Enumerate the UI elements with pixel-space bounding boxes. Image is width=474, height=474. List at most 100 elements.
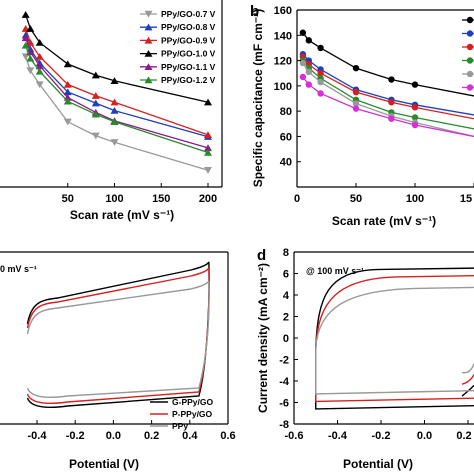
panel-b-x-ticks: 0 50 100 15 <box>294 183 474 205</box>
panel-c-plot-area <box>26 261 210 408</box>
panel-c-x-tick-label: -0.2 <box>66 430 85 442</box>
panel-b-x-tick-label: 15 <box>460 193 472 205</box>
panel-a-point-5-5 <box>110 118 119 125</box>
panel-a-x-ticks: 50 100 150 200 <box>62 183 217 205</box>
panel-a-x-axis-label: Scan rate (mV s⁻¹) <box>70 208 174 222</box>
panel-b-series-line-5 <box>302 76 474 138</box>
panel-a-legend-marker-3 <box>144 50 153 57</box>
panel-a-point-2-4 <box>91 92 100 99</box>
panel-b-point-5-5 <box>411 121 419 129</box>
panel-c: 0 mV s⁻¹ -0.4 -0.2 0.0 0.2 0.4 0.6 Potential … <box>0 251 236 471</box>
panel-a: 50 100 150 200 Scan rate (mV s⁻¹) PPy/GO-0.… <box>0 0 223 222</box>
panel-b: b 0 50 100 15 40 60 80 100 120 140 160 Specific c… <box>250 3 474 228</box>
panel-c-x-tick-label: 0.6 <box>220 430 235 442</box>
panel-c-x-axis-label: Potential (V) <box>69 457 139 471</box>
panel-a-x-tick-label: 50 <box>62 193 74 205</box>
panel-b-y-tick-label: 140 <box>274 30 292 42</box>
panel-d-cv-loop-upper-2 <box>315 286 474 349</box>
panel-b-plot-area <box>299 16 474 138</box>
panel-c-legend: G-PPy/GO P-PPy/GO PPy <box>150 397 213 431</box>
panel-a-point-1-3 <box>63 88 72 96</box>
panel-b-point-0-3 <box>352 64 360 72</box>
panel-d-y-tick-label: 8 <box>283 247 289 259</box>
panel-a-point-4-2 <box>35 62 44 70</box>
panel-b-point-5-4 <box>388 115 395 122</box>
panel-a-point-4-6 <box>204 144 212 152</box>
panel-b-y-tick-label: 80 <box>280 106 292 118</box>
panel-d-cv-loop-lower-0 <box>315 348 474 410</box>
panel-a-point-0-3 <box>63 118 72 126</box>
panel-c-legend-label-1: P-PPy/GO <box>172 409 213 419</box>
panel-b-point-2-3 <box>352 88 360 96</box>
panel-a-point-5-2 <box>35 67 44 75</box>
panel-b-x-tick-label: 0 <box>294 193 300 205</box>
panel-b-point-0-2 <box>317 44 324 52</box>
panel-d-x-tick-label: 0.2 <box>456 430 471 442</box>
panel-d: d @ 100 mV s⁻¹ -0.6 -0.4 -0.2 0.0 0.2 -8 -6 -4… <box>256 247 474 471</box>
panel-b-y-tick-label: 160 <box>274 5 292 17</box>
panel-a-x-tick-label: 150 <box>152 193 170 205</box>
panel-d-y-tick-label: 6 <box>283 269 289 281</box>
panel-d-y-tick-label: -4 <box>279 376 290 388</box>
panel-b-point-5-2 <box>317 90 324 97</box>
panel-a-point-5-6 <box>204 148 212 156</box>
panel-d-x-tick-label: -0.4 <box>328 430 348 442</box>
panel-b-point-2-5 <box>411 104 419 111</box>
panel-b-x-axis-label: Scan rate (mV s⁻¹) <box>332 214 436 228</box>
panel-b-point-3-5 <box>411 114 419 121</box>
panel-a-legend-marker-1 <box>144 23 153 31</box>
panel-a-point-1-5 <box>110 107 119 114</box>
panel-b-series-line-1 <box>302 53 474 116</box>
panel-d-y-axis-label: Current density (mA cm⁻²) <box>256 263 270 413</box>
panel-d-x-tick-label: -0.6 <box>285 430 304 442</box>
panel-b-legend-marker-1 <box>466 30 474 37</box>
panel-b-y-axis-label: Specific capacitance (mF cm⁻²) <box>251 9 265 187</box>
panel-c-x-tick-label: 0.4 <box>182 430 198 442</box>
panel-b-point-5-0 <box>299 73 307 81</box>
panel-a-point-2-5 <box>110 98 119 106</box>
panel-d-cv-loop-upper-0 <box>315 267 474 349</box>
panel-a-x-tick-label: 100 <box>105 193 123 205</box>
panel-a-legend-label-3: PPy/GO-1.0 V <box>161 49 216 59</box>
panel-a-legend-marker-5 <box>144 76 153 84</box>
panel-c-scan-rate-annotation: 0 mV s⁻¹ <box>0 264 37 274</box>
panel-b-legend-marker-2 <box>466 43 474 51</box>
panel-a-point-3-5 <box>110 77 119 84</box>
panel-a-point-3-0 <box>21 11 30 18</box>
panel-a-legend-label-0: PPy/GO-0.7 V <box>161 9 216 19</box>
panel-d-x-axis-label: Potential (V) <box>343 457 413 471</box>
panel-d-cv-hook-1 <box>461 374 474 385</box>
panel-c-cv-loop-0 <box>26 261 210 408</box>
panel-b-point-5-1 <box>305 81 312 88</box>
panel-d-cv-loop-lower-2 <box>315 348 474 395</box>
panel-a-legend-label-5: PPy/GO-1.2 V <box>161 75 216 85</box>
panel-b-y-tick-label: 120 <box>274 56 292 68</box>
panel-c-x-tick-label: 0.0 <box>106 430 121 442</box>
panel-d-plot-area <box>315 267 474 410</box>
panel-b-point-2-4 <box>388 99 395 106</box>
panel-d-y-tick-label: -6 <box>279 398 289 410</box>
panel-a-x-tick-label: 200 <box>199 193 217 205</box>
panel-a-point-0-2 <box>35 81 44 89</box>
panel-d-y-tick-label: 0 <box>283 333 289 345</box>
panel-b-x-tick-label: 100 <box>406 193 424 205</box>
panel-a-point-3-3 <box>63 60 72 68</box>
panel-b-point-4-1 <box>305 68 312 76</box>
panel-a-legend-marker-4 <box>144 63 153 70</box>
panel-b-point-0-0 <box>299 29 307 36</box>
panel-a-point-0-5 <box>110 139 119 146</box>
panel-a-point-3-4 <box>91 71 100 79</box>
panel-c-legend-label-0: G-PPy/GO <box>172 397 213 407</box>
panel-d-x-ticks: -0.6 -0.4 -0.2 0.0 0.2 <box>285 420 472 442</box>
panel-a-legend-label-1: PPy/GO-0.8 V <box>161 22 216 32</box>
panel-a-point-4-0 <box>21 34 30 42</box>
panel-b-series-line-2 <box>302 56 474 120</box>
panel-d-cv-hook-2 <box>461 363 474 374</box>
panel-d-y-ticks: -8 -6 -4 -2 0 2 4 6 8 <box>279 247 298 431</box>
panel-b-point-5-3 <box>352 105 360 112</box>
panel-b-point-4-0 <box>299 59 307 67</box>
panel-d-y-tick-label: -8 <box>279 419 289 431</box>
panel-a-point-3-6 <box>204 98 212 106</box>
panel-b-legend-marker-5 <box>466 84 474 91</box>
